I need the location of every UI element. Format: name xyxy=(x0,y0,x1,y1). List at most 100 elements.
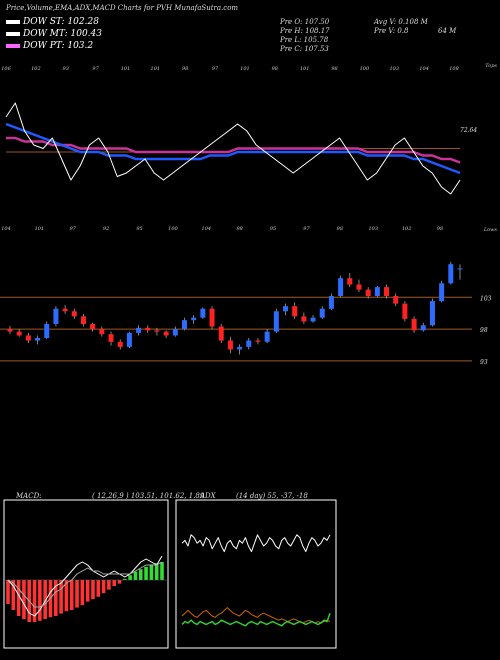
price-candle-body xyxy=(255,340,261,342)
ema-tops-label: Tops xyxy=(485,63,497,69)
price-candle-body xyxy=(25,335,31,341)
page-title: Price,Volume,EMA,ADX,MACD Charts for PVH… xyxy=(6,4,239,12)
ema-top-tick: 93 xyxy=(63,66,69,72)
ema-mid-line xyxy=(5,122,461,175)
price-candle-body xyxy=(16,331,22,336)
ema-top-tick: 103 xyxy=(389,66,399,72)
price-candle-body xyxy=(310,317,316,322)
price-candle-body xyxy=(99,329,105,335)
legend-label-pt: DOW PT: 103.2 xyxy=(23,41,94,51)
price-candle-body xyxy=(283,306,289,312)
macd-hist-bar xyxy=(59,580,63,614)
ema-bottom-tick: 104 xyxy=(202,226,212,232)
legend-dow-pt: DOW PT: 103.2 xyxy=(6,41,93,51)
ema-lows-label: Lows xyxy=(483,227,498,233)
ema-top-tick: 97 xyxy=(92,66,99,72)
info-prev-volume: Pre V: 0.8 xyxy=(374,27,409,35)
ema-top-tick: 100 xyxy=(360,66,370,72)
price-candle-body xyxy=(108,334,114,342)
macd-hist-bar xyxy=(154,563,159,580)
ema-top-tick: 97 xyxy=(212,66,219,72)
price-candle-body xyxy=(273,311,279,332)
legend-dow-st: DOW ST: 102.28 xyxy=(6,17,99,27)
ema-top-tick: 106 xyxy=(1,66,11,72)
macd-params: ( 12,26,9 ) 103.51, 101.62, 1.89 xyxy=(92,492,205,500)
ema-top-tick: 98 xyxy=(182,66,188,72)
info-avg-volume: Avg V: 0.108 M xyxy=(374,18,428,26)
price-candle-body xyxy=(163,331,169,336)
ema-top-tick: 102 xyxy=(31,66,41,72)
ema-bottom-tick: 103 xyxy=(368,226,378,232)
adx-di-plus-line xyxy=(181,612,331,627)
legend-label-mt: DOW MT: 100.43 xyxy=(23,29,102,39)
price-candle-body xyxy=(292,306,298,317)
macd-hist-bar xyxy=(85,580,90,602)
macd-hist-bar xyxy=(6,580,10,604)
macd-hist-bar xyxy=(138,569,143,580)
macd-hist-bar xyxy=(75,580,79,608)
ema-top-tick: 108 xyxy=(449,66,459,72)
macd-hist-bar xyxy=(160,562,164,580)
ema-top-tick: 104 xyxy=(419,66,429,72)
price-candle-body xyxy=(237,346,243,350)
price-level-label: 103 xyxy=(480,295,492,302)
adx-title: ADX xyxy=(200,492,216,500)
price-level-label: 93 xyxy=(480,359,488,366)
price-candle-body xyxy=(80,316,86,324)
macd-hist-bar xyxy=(112,580,117,586)
price-candle-body xyxy=(145,327,151,331)
macd-hist-bar xyxy=(123,578,127,580)
price-candle-body xyxy=(439,283,445,302)
price-candle-body xyxy=(411,318,417,331)
info-prev-low: Pre L: 105.78 xyxy=(280,36,329,44)
price-candle-body xyxy=(319,308,325,318)
price-candle-body xyxy=(53,308,59,324)
macd-hist-bar xyxy=(117,580,122,584)
macd-hist-bar xyxy=(38,580,42,621)
adx-di-minus-line xyxy=(181,607,331,624)
macd-hist-bar xyxy=(43,580,47,619)
price-candle-body xyxy=(181,320,187,330)
price-candle-body xyxy=(172,329,178,336)
legend-swatch-st xyxy=(6,19,20,24)
macd-hist-bar xyxy=(32,580,37,622)
price-candle-body xyxy=(374,287,380,296)
price-candle-body xyxy=(448,264,454,284)
ema-bottom-tick: 100 xyxy=(168,226,178,232)
price-candle-body xyxy=(71,311,77,317)
ema-top-tick: 98 xyxy=(331,66,337,72)
macd-hist-bar xyxy=(22,580,26,619)
adx-frame xyxy=(175,499,337,649)
price-candle-body xyxy=(393,296,399,304)
macd-hist-bar xyxy=(16,580,21,616)
ema-bottom-tick: 98 xyxy=(437,226,443,232)
price-candle-body xyxy=(402,303,408,319)
ema-top-tick: 101 xyxy=(300,66,310,72)
macd-hist-bar xyxy=(69,580,74,610)
price-candle-body xyxy=(154,330,160,332)
price-candle-body xyxy=(420,325,426,331)
ema-bottom-tick: 97 xyxy=(70,226,77,232)
price-candle-body xyxy=(264,331,270,342)
price-level-label: 98 xyxy=(480,327,488,334)
adx-params: (14 day) 55, -37, -18 xyxy=(236,492,308,500)
ema-bottom-tick: 102 xyxy=(402,226,412,232)
macd-title: MACD: xyxy=(16,492,42,500)
macd-hist-bar xyxy=(144,566,148,580)
macd-hist-bar xyxy=(107,580,111,590)
price-candle-body xyxy=(365,289,371,296)
price-candle-body xyxy=(301,316,307,322)
legend-label-st: DOW ST: 102.28 xyxy=(23,17,99,27)
price-candle-body xyxy=(44,324,50,338)
info-prev-open: Pre O: 107.50 xyxy=(280,18,330,26)
price-candle-body xyxy=(457,268,463,270)
legend-dow-mt: DOW MT: 100.43 xyxy=(6,29,102,39)
ema-bottom-tick: 97 xyxy=(303,226,310,232)
ema-bottom-tick: 95 xyxy=(136,226,142,232)
price-candle-body xyxy=(218,326,224,341)
macd-hist-bar xyxy=(133,571,138,580)
ema-value-label: 72.64 xyxy=(460,127,477,134)
price-candle-body xyxy=(429,301,435,326)
price-candle-body xyxy=(191,317,197,321)
price-candle-body xyxy=(384,287,390,296)
